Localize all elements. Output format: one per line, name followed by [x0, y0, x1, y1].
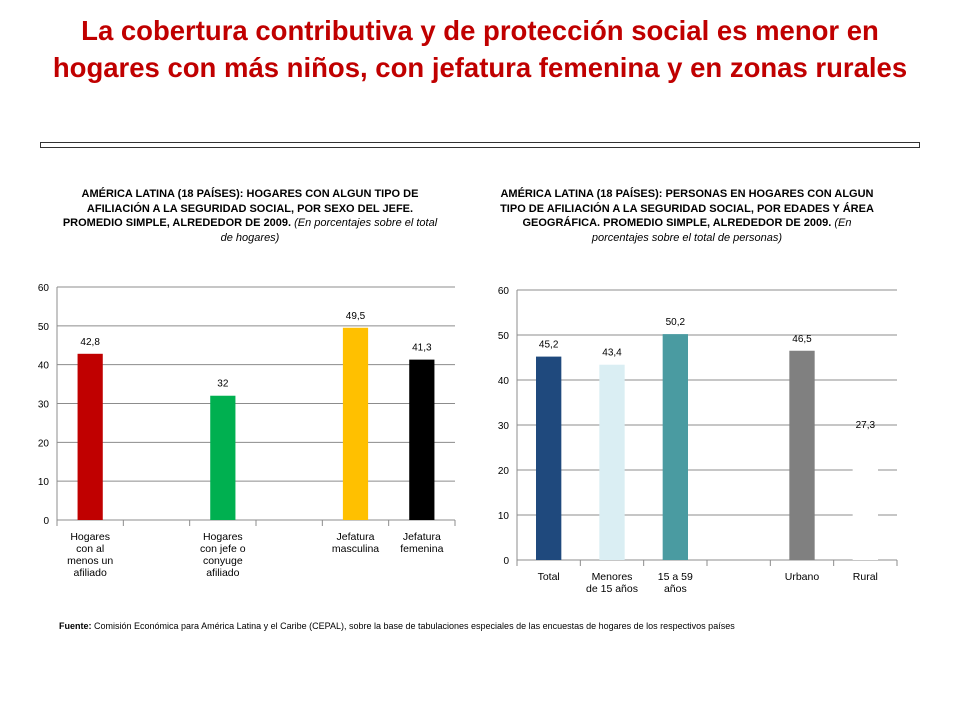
y-tick-label: 40 [38, 361, 50, 372]
x-tick-label: 15 a 59 [658, 571, 693, 583]
x-tick-label: afiliado [74, 567, 107, 579]
x-tick-label: femenina [400, 543, 443, 555]
caption-note: (En porcentajes sobre el total de person… [591, 217, 852, 244]
caption-note: (En porcentajes sobre el total de hogare… [220, 217, 438, 244]
y-tick-label: 20 [38, 438, 50, 449]
bar [409, 359, 435, 520]
data-label: 27,3 [856, 420, 876, 431]
y-tick-label: 0 [503, 556, 509, 567]
x-tick-label: años [664, 583, 687, 595]
x-tick-label: de 15 años [586, 583, 638, 595]
y-tick-label: 60 [498, 286, 510, 297]
bar [789, 350, 815, 560]
x-tick-label: Urbano [785, 571, 820, 583]
bar [77, 353, 103, 520]
y-tick-label: 0 [43, 516, 49, 527]
data-label: 32 [217, 379, 229, 390]
x-tick-label: conyuge [203, 555, 243, 567]
y-tick-label: 20 [498, 466, 510, 477]
y-tick-label: 30 [38, 400, 50, 411]
bar [342, 327, 369, 520]
data-label: 49,5 [346, 311, 366, 322]
x-tick-label: masculina [332, 543, 379, 555]
y-tick-label: 60 [38, 283, 50, 294]
x-tick-label: Jefatura [403, 531, 441, 543]
x-tick-label: Menores [592, 571, 633, 583]
y-tick-label: 30 [498, 421, 510, 432]
data-label: 42,8 [80, 337, 100, 348]
chart-caption-households: AMÉRICA LATINA (18 PAÍSES): HOGARES CON … [60, 187, 440, 245]
source-note: Fuente: Comisión Económica para América … [59, 620, 859, 633]
bar [210, 395, 236, 520]
bar [662, 334, 688, 560]
data-label: 50,2 [666, 317, 686, 328]
x-tick-label: Rural [853, 571, 878, 583]
households-bar-chart: 0 10 20 30 40 50 60 42,8 Hogares con al menos un af… [20, 270, 460, 600]
caption-main: AMÉRICA LATINA (18 PAÍSES): HOGARES CON … [62, 188, 419, 229]
x-tick-label: menos un [67, 555, 113, 567]
data-label: 46,5 [792, 334, 812, 345]
x-tick-label: Total [538, 571, 560, 583]
bar [536, 356, 562, 560]
data-label: 45,2 [539, 340, 559, 351]
source-text: Comisión Económica para América Latina y… [94, 621, 735, 631]
y-tick-label: 10 [38, 477, 50, 488]
bar [599, 364, 625, 560]
y-tick-label: 50 [498, 331, 510, 342]
source-label: Fuente: [59, 621, 92, 631]
y-tick-label: 40 [498, 376, 510, 387]
page-title: La cobertura contributiva y de protecció… [52, 15, 908, 83]
caption-main: AMÉRICA LATINA (18 PAÍSES): PERSONAS EN … [500, 188, 874, 229]
bar [852, 437, 878, 560]
x-tick-label: con jefe o [200, 543, 246, 555]
chart-caption-persons: AMÉRICA LATINA (18 PAÍSES): PERSONAS EN … [493, 187, 881, 245]
y-tick-label: 10 [498, 511, 510, 522]
data-label: 43,4 [602, 348, 622, 359]
y-tick-label: 50 [38, 322, 50, 333]
title-divider [40, 142, 920, 148]
x-tick-label: con al [76, 543, 104, 555]
x-tick-label: Hogares [70, 531, 110, 543]
persons-bar-chart: 0 10 20 30 40 50 60 45,2 Total 43,4 Menores de 15 a… [460, 275, 900, 605]
x-tick-label: afiliado [206, 567, 239, 579]
data-label: 41,3 [412, 343, 432, 354]
x-tick-label: Hogares [203, 531, 243, 543]
x-tick-label: Jefatura [337, 531, 375, 543]
